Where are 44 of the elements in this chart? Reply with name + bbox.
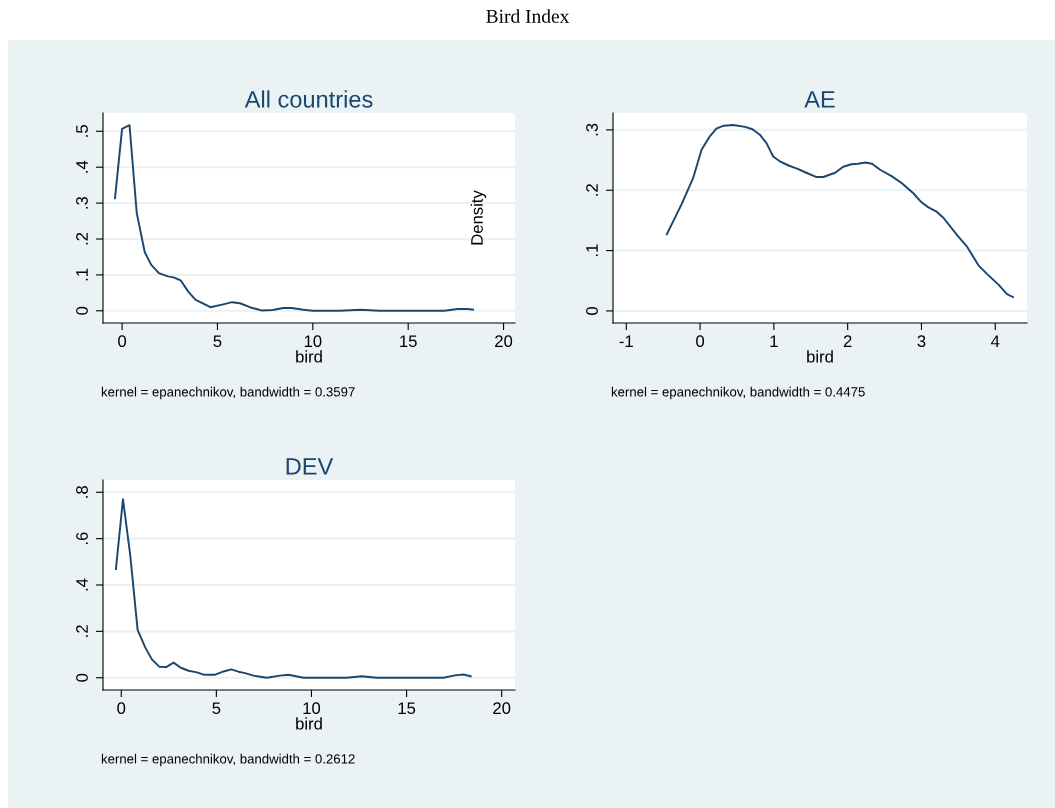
y-axis-title: Density	[470, 190, 487, 245]
y-tick-label: .2	[76, 625, 88, 637]
line-series	[114, 498, 472, 679]
x-tick-label: 0	[118, 335, 127, 348]
y-tick-label: .2	[586, 184, 598, 196]
line-series	[665, 124, 1014, 299]
x-tick-label: 4	[991, 335, 1000, 347]
x-tick-label: 10	[304, 335, 322, 348]
y-tick-label: .3	[586, 123, 598, 136]
x-tick-label: 3	[917, 335, 926, 348]
y-tick-label: .1	[586, 244, 598, 257]
chart-title: AE	[804, 91, 835, 108]
chart-title: All countries	[244, 90, 373, 108]
y-tick-label: 0	[76, 306, 88, 315]
x-tick-label: 0	[696, 335, 705, 348]
x-axis-title: bird	[807, 350, 833, 363]
y-tick-label: .2	[76, 232, 88, 245]
y-tick-label: .1	[76, 268, 88, 281]
x-tick-label: 15	[398, 702, 416, 715]
x-tick-label: 1	[770, 335, 778, 347]
x-tick-label: 5	[212, 702, 221, 715]
x-tick-label: 20	[495, 335, 513, 348]
text: Bird Index	[486, 9, 570, 23]
text: kernel = epanechnikov, bandwidth = 0.2612	[101, 753, 355, 767]
text: kernel = epanechnikov, bandwidth = 0.4475	[611, 386, 865, 400]
text: kernel = epanechnikov, bandwidth = 0.3597	[101, 386, 355, 400]
x-tick-label: 2	[843, 335, 852, 347]
x-tick-label: 0	[117, 702, 126, 715]
x-axis-title: bird	[296, 717, 322, 730]
x-tick-label: 5	[213, 335, 222, 348]
x-tick-label: 10	[303, 702, 321, 715]
y-tick-label: 0	[586, 306, 598, 315]
y-tick-label: .5	[76, 125, 88, 137]
y-tick-label: .4	[76, 160, 88, 173]
y-tick-label: .4	[76, 578, 88, 591]
y-tick-label: .8	[76, 486, 88, 498]
x-axis-title: bird	[296, 350, 322, 363]
x-tick-label: 15	[400, 335, 417, 348]
y-tick-label: .6	[76, 532, 88, 545]
chart-title: DEV	[286, 458, 334, 475]
x-tick-label: 20	[493, 702, 511, 715]
y-tick-label: .3	[76, 196, 88, 209]
x-tick-label: -1	[619, 335, 633, 347]
y-tick-label: 0	[76, 673, 88, 682]
